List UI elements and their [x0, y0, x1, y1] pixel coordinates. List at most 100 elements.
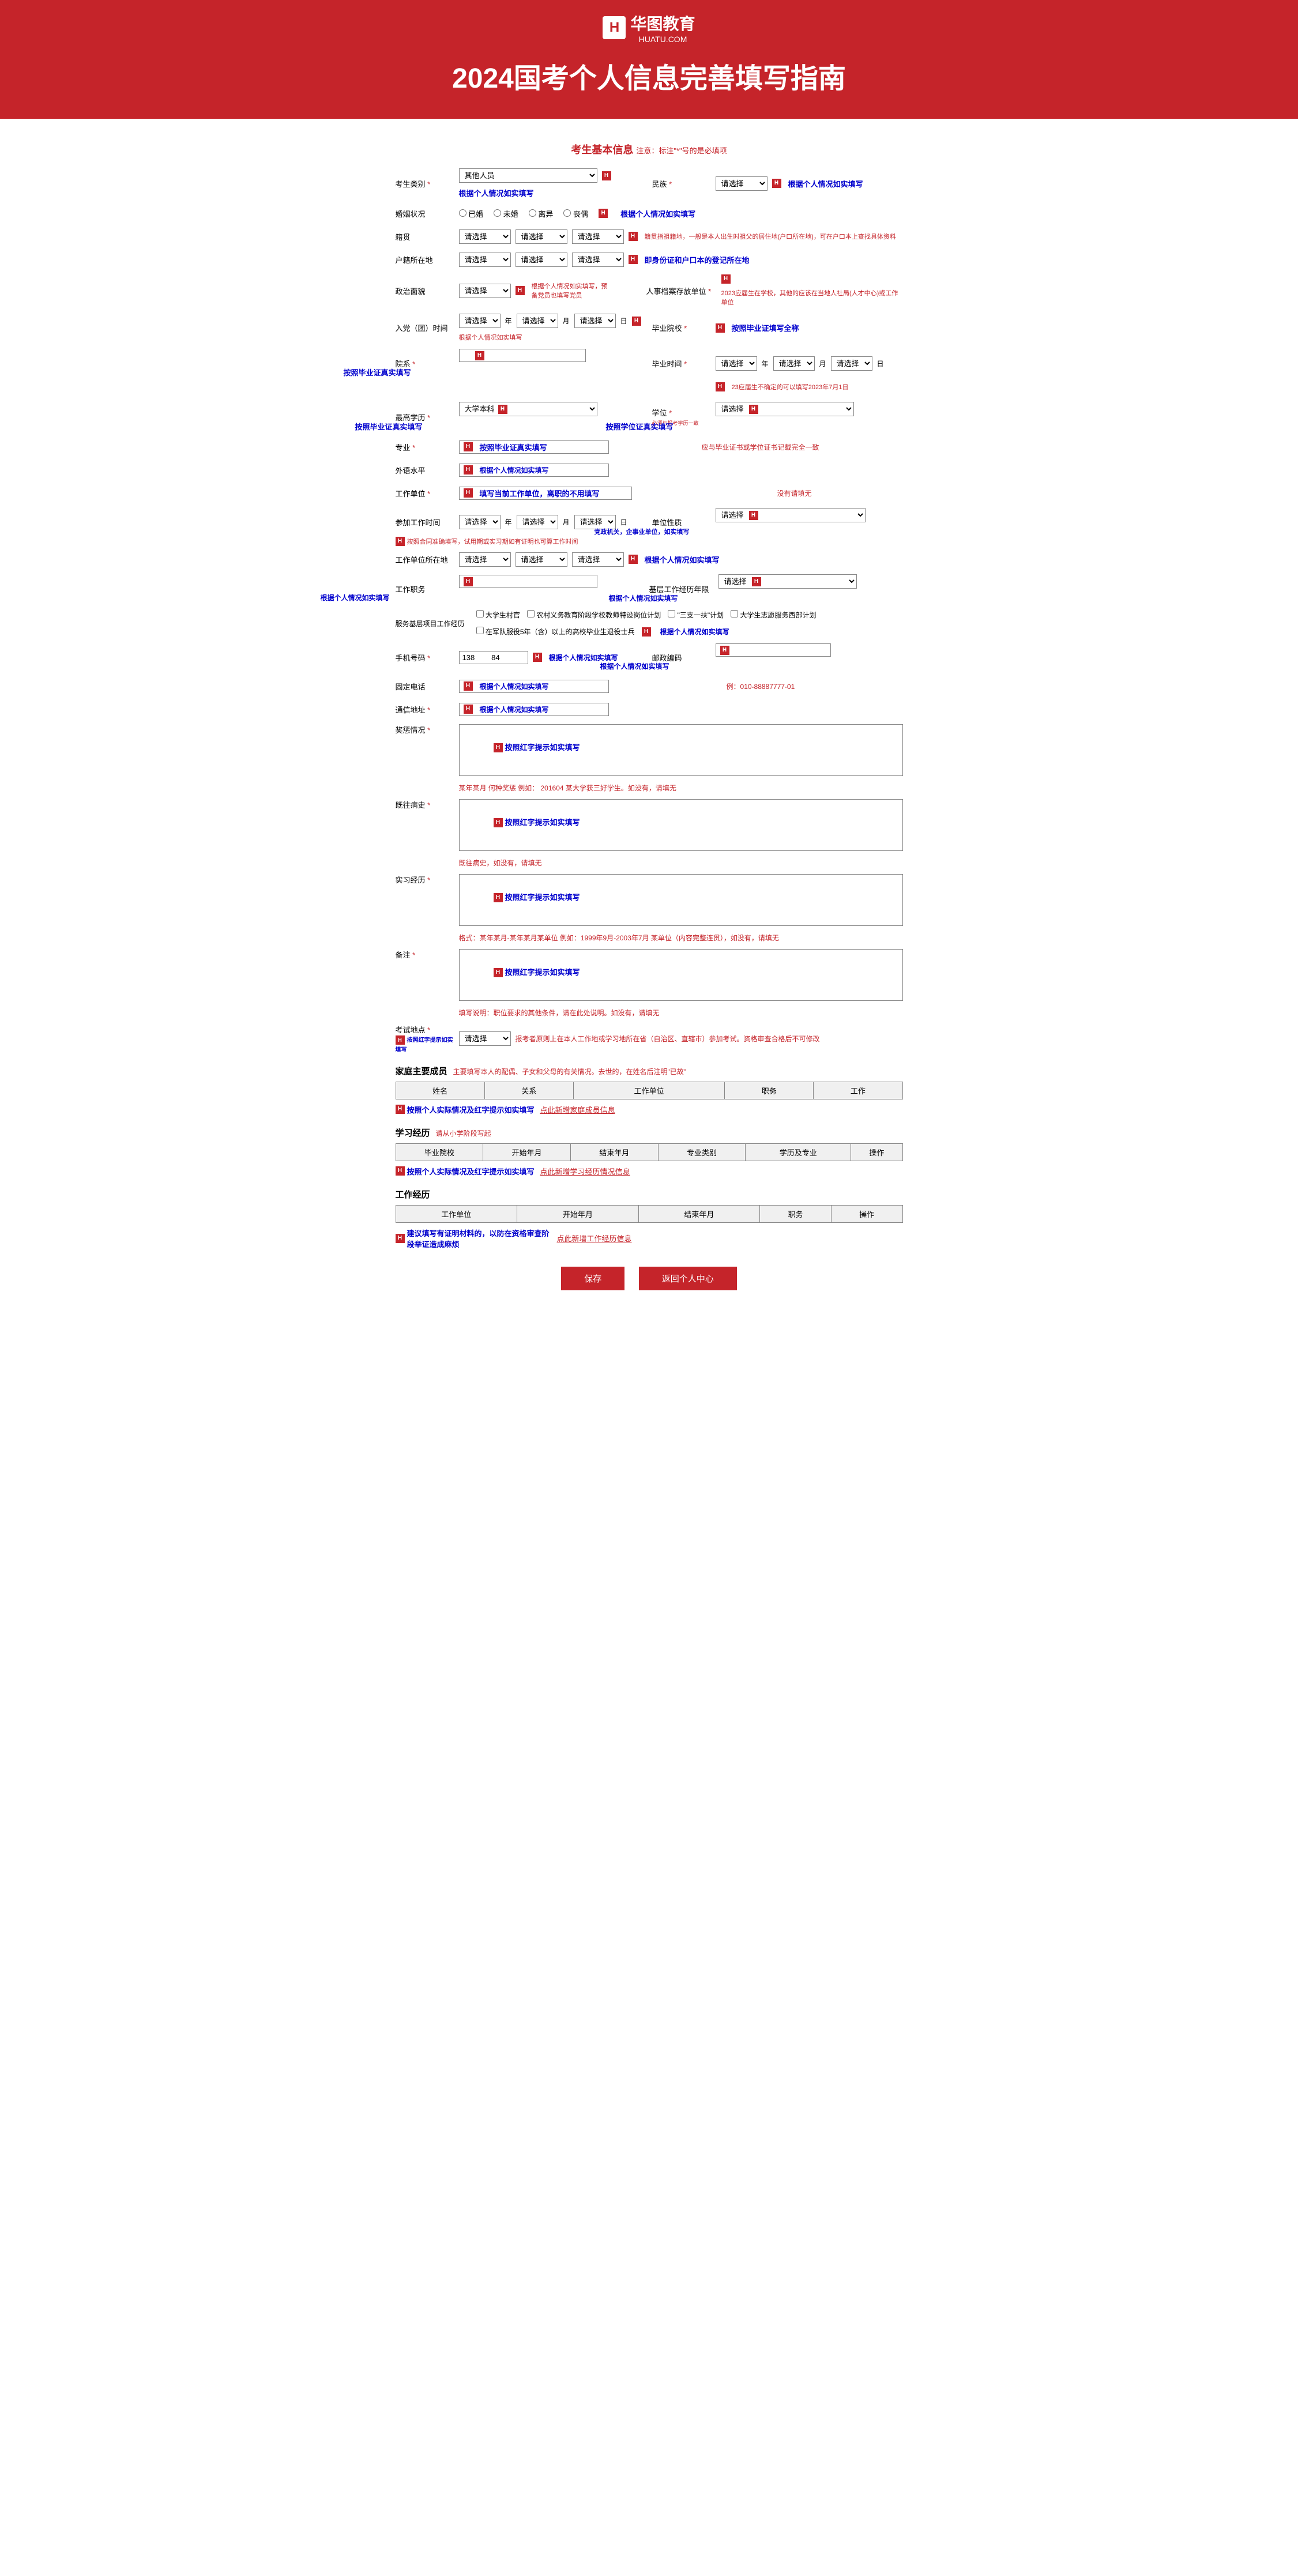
hint-ethnicity: 根据个人情况如实填写 [788, 178, 863, 189]
label-ethnicity: 民族 * [652, 178, 710, 189]
select-work-m[interactable]: 请选择 [517, 515, 558, 529]
select-candidate-type[interactable]: 其他人员 [459, 168, 597, 183]
select-political[interactable]: 请选择 [459, 284, 511, 298]
input-job-title[interactable] [459, 575, 597, 588]
select-work-y[interactable]: 请选择 [459, 515, 501, 529]
select-native-2[interactable]: 请选择 [516, 229, 567, 244]
hint-icon: H [721, 274, 731, 284]
hint-icon: H [475, 351, 484, 360]
label-landline: 固定电话 [396, 681, 453, 692]
label-awards: 奖惩情况 * [396, 724, 453, 735]
cb-2[interactable]: 农村义务教育阶段学校教师特设岗位计划 [527, 610, 661, 620]
select-unit-type[interactable]: 请选择 [716, 508, 866, 522]
hint-icon: H [464, 705, 473, 714]
hint-icon: H [516, 286, 525, 295]
hint-icon: H [464, 681, 473, 691]
textarea-remarks[interactable] [459, 949, 903, 1001]
select-native-1[interactable]: 请选择 [459, 229, 511, 244]
table-education: 毕业院校开始年月结束年月专业类别学历及专业操作 [396, 1143, 903, 1161]
select-native-3[interactable]: 请选择 [572, 229, 624, 244]
textarea-awards[interactable] [459, 724, 903, 776]
link-add-edu[interactable]: 点此新增学习经历情况信息 [540, 1166, 630, 1177]
select-hukou-1[interactable]: 请选择 [459, 253, 511, 267]
hint-icon: H [396, 1234, 405, 1243]
cb-1[interactable]: 大学生村官 [476, 610, 520, 620]
hint-icon: H [642, 627, 651, 637]
select-hukou-2[interactable]: 请选择 [516, 253, 567, 267]
hint-icon: H [716, 323, 725, 333]
label-work-loc: 工作单位所在地 [396, 554, 453, 565]
select-grad-d[interactable]: 请选择 [831, 356, 872, 371]
logo: H 华图教育 HUATU.COM [0, 12, 1298, 44]
select-wl-1[interactable]: 请选择 [459, 552, 511, 567]
textarea-medical[interactable] [459, 799, 903, 851]
radio-married[interactable]: 已婚 [459, 208, 484, 219]
label-work-unit: 工作单位 * [396, 488, 453, 499]
radio-divorced[interactable]: 离异 [529, 208, 554, 219]
link-add-work[interactable]: 点此新增工作经历信息 [557, 1233, 632, 1244]
select-grassroots[interactable]: 请选择 [718, 574, 857, 589]
hint-icon: H [629, 555, 638, 564]
label-address: 通信地址 * [396, 704, 453, 715]
input-mobile[interactable] [459, 651, 528, 664]
select-wl-2[interactable]: 请选择 [516, 552, 567, 567]
select-edu[interactable]: 大学本科 [459, 402, 597, 416]
select-exam-loc[interactable]: 请选择 [459, 1031, 511, 1046]
label-grad-school: 毕业院校 * [652, 322, 710, 333]
hint-icon: H [752, 577, 761, 586]
radio-widowed[interactable]: 丧偶 [563, 208, 588, 219]
hint-archive: 2023应届生在学校，其他的应该在当地人社局(人才中心)或工作单位 [721, 288, 903, 307]
hint-marital: 根据个人情况如实填写 [620, 208, 695, 219]
hint-hukou: 即身份证和户口本的登记所在地 [645, 254, 750, 265]
cb-3[interactable]: "三支一扶"计划 [668, 610, 724, 620]
select-hukou-3[interactable]: 请选择 [572, 253, 624, 267]
label-unit-type: 单位性质 [652, 517, 710, 528]
label-lang: 外语水平 [396, 465, 453, 476]
hint-icon: H [396, 537, 405, 546]
select-grad-m[interactable]: 请选择 [773, 356, 815, 371]
back-button[interactable]: 返回个人中心 [639, 1267, 737, 1290]
table-family: 姓名关系工作单位职务工作 [396, 1082, 903, 1099]
hint-icon: H [396, 1166, 405, 1176]
select-ethnicity[interactable]: 请选择 [716, 176, 767, 191]
input-postcode[interactable] [716, 643, 831, 657]
page-title: 2024国考个人信息完善填写指南 [0, 55, 1298, 96]
label-party-date: 入党（团）时间 [396, 322, 453, 333]
label-exam-loc: 考试地点 *H按照红字提示如实填写 [396, 1024, 453, 1053]
label-job-title: 工作职务 [396, 583, 453, 594]
label-service: 服务基层项目工作经历 [396, 619, 471, 628]
hint-icon: H [464, 488, 473, 498]
hint-icon: H [396, 1035, 405, 1045]
select-party-d[interactable]: 请选择 [574, 314, 616, 328]
logo-sub: HUATU.COM [630, 35, 695, 44]
hint-icon: H [602, 171, 611, 180]
save-button[interactable]: 保存 [561, 1267, 624, 1290]
hint-icon: H [749, 511, 758, 520]
table-work: 工作单位开始年月结束年月职务操作 [396, 1205, 903, 1223]
label-grad-date: 毕业时间 * [652, 358, 710, 369]
label-internship: 实习经历 * [396, 874, 453, 885]
hint-icon: H [629, 255, 638, 264]
select-grad-y[interactable]: 请选择 [716, 356, 757, 371]
label-archive: 人事档案存放单位 * [646, 285, 716, 296]
select-wl-3[interactable]: 请选择 [572, 552, 624, 567]
label-major: 专业 * [396, 442, 453, 453]
label-hukou: 户籍所在地 [396, 254, 453, 265]
hint-icon: H [464, 577, 473, 586]
select-party-y[interactable]: 请选择 [459, 314, 501, 328]
select-party-m[interactable]: 请选择 [517, 314, 558, 328]
cb-4[interactable]: 大学生志愿服务西部计划 [731, 610, 816, 620]
select-degree[interactable]: 请选择 [716, 402, 854, 416]
table-work-title: 工作经历 [396, 1188, 903, 1200]
hint-political: 根据个人情况如实填写，预备党员也填写党员 [532, 281, 612, 300]
hint-native: 籍贯指祖籍地，一般是本人出生时祖父的居住地(户口所在地)，可在户口本上查找具体资… [645, 232, 903, 241]
cb-5[interactable]: 在军队服役5年（含）以上的高校毕业生退役士兵 [476, 627, 635, 637]
link-add-family[interactable]: 点此新增家庭成员信息 [540, 1104, 615, 1115]
textarea-internship[interactable] [459, 874, 903, 926]
hint-icon: H [498, 405, 507, 414]
label-work-date: 参加工作时间 [396, 517, 453, 528]
hint-icon: H [396, 1105, 405, 1114]
radio-unmarried[interactable]: 未婚 [494, 208, 518, 219]
label-marital: 婚姻状况 [396, 208, 453, 219]
table-edu-title: 学习经历请从小学阶段写起 [396, 1127, 903, 1139]
